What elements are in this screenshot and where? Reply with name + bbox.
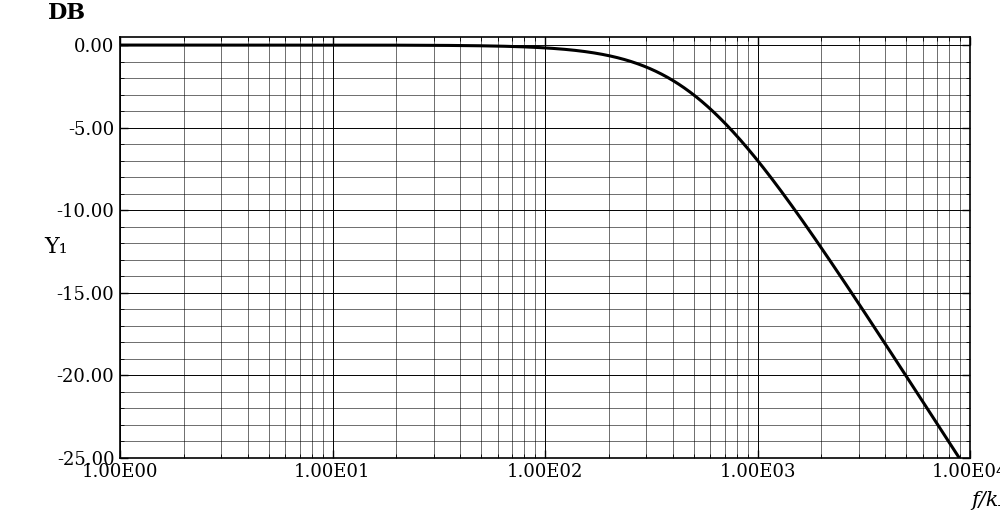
Text: f/kHz: f/kHz [972, 491, 1000, 510]
Text: DB: DB [48, 2, 86, 24]
Text: Y₁: Y₁ [44, 236, 68, 258]
